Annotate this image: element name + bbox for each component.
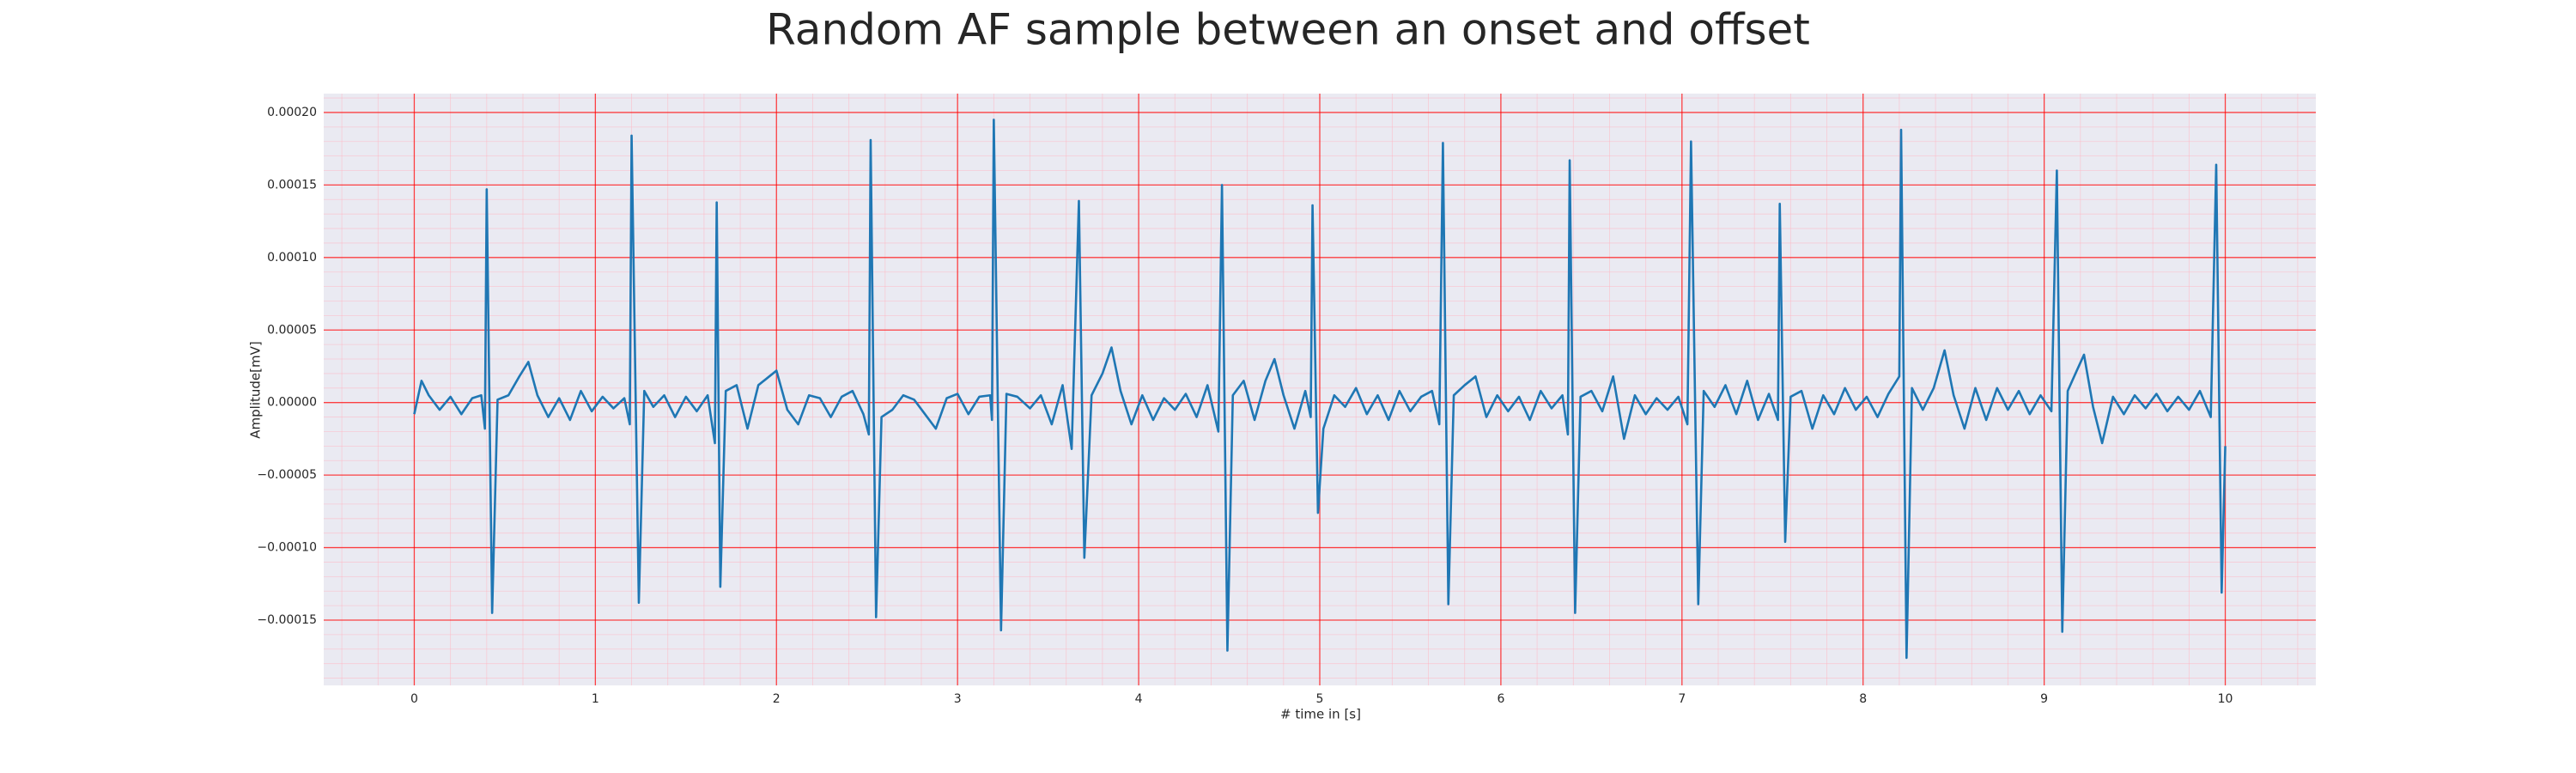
- x-tick-label: 3: [954, 692, 962, 706]
- x-tick-label: 8: [1859, 692, 1867, 706]
- x-tick-label: 7: [1678, 692, 1686, 706]
- x-tick-label: 4: [1135, 692, 1143, 706]
- y-tick-label: 0.00005: [267, 323, 317, 337]
- y-tick-label: −0.00005: [257, 468, 317, 482]
- y-axis-label: Amplitude[mV]: [248, 341, 264, 438]
- y-tick-label: 0.00010: [267, 251, 317, 265]
- x-tick-label: 9: [2040, 692, 2048, 706]
- x-tick-label: 0: [410, 692, 418, 706]
- y-tick-label: 0.00000: [267, 396, 317, 410]
- y-tick-label: −0.00010: [257, 541, 317, 555]
- x-tick-label: 1: [592, 692, 599, 706]
- x-tick-label: 6: [1497, 692, 1504, 706]
- y-tick-label: −0.00015: [257, 613, 317, 627]
- chart-title: Random AF sample between an onset and of…: [766, 5, 1810, 55]
- x-tick-label: 2: [773, 692, 781, 706]
- x-tick-label: 5: [1316, 692, 1324, 706]
- y-tick-label: 0.00020: [267, 106, 317, 119]
- x-tick-label: 10: [2218, 692, 2233, 706]
- y-tick-label: 0.00015: [267, 178, 317, 192]
- x-axis-label: # time in [s]: [1280, 707, 1361, 722]
- signal-line: [413, 119, 2227, 660]
